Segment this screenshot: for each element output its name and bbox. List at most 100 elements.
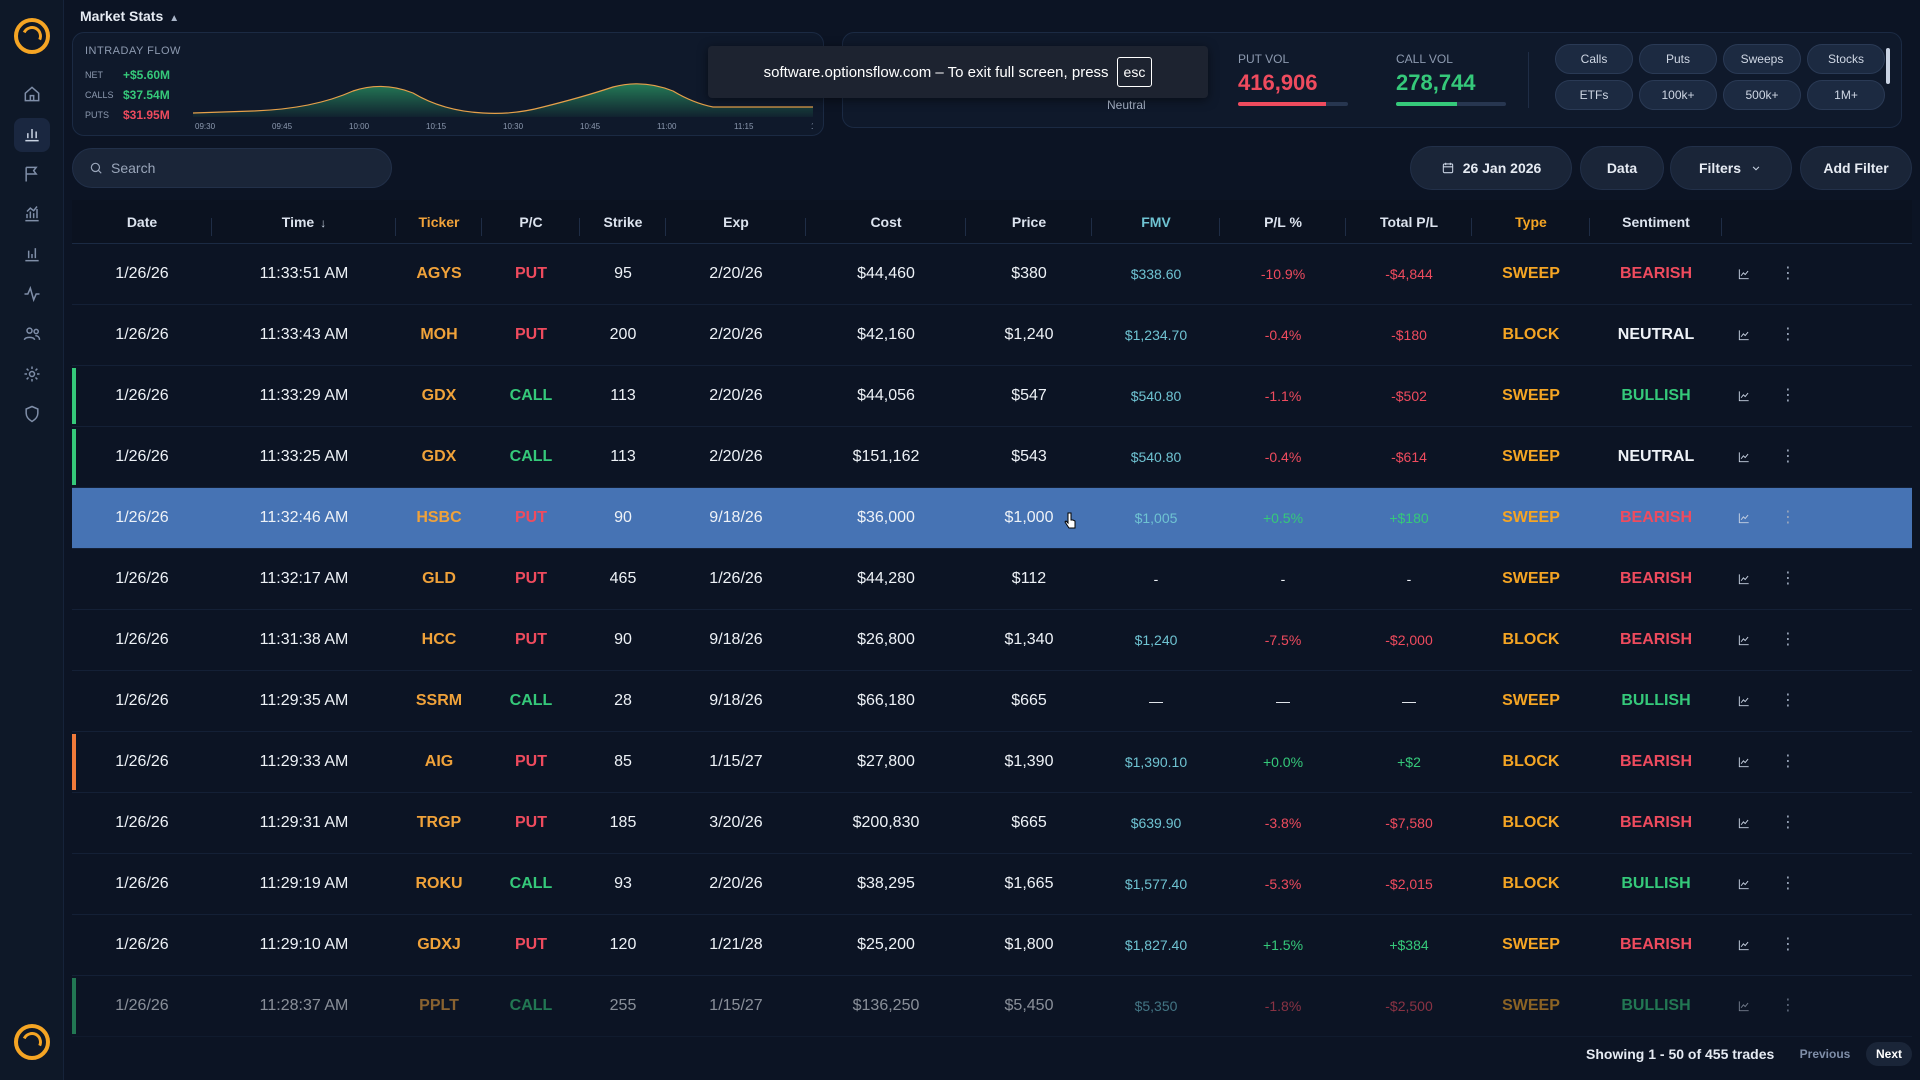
market-stats-toggle[interactable]: Market Stats ▲ [80, 8, 179, 24]
row-chart-button[interactable] [1722, 938, 1766, 952]
date-picker-button[interactable]: 26 Jan 2026 [1410, 146, 1572, 190]
bar-chart-icon[interactable] [20, 242, 44, 266]
sort-desc-icon[interactable]: ↓ [320, 215, 327, 230]
gear-icon[interactable] [20, 362, 44, 386]
call-vol-bar [1396, 102, 1506, 106]
filter-chip-1m[interactable]: 1M+ [1807, 80, 1885, 110]
filter-chip-puts[interactable]: Puts [1639, 44, 1717, 74]
add-filter-button[interactable]: Add Filter [1800, 146, 1912, 190]
column-header-sentiment[interactable]: Sentiment [1590, 214, 1722, 236]
cell-ticker[interactable]: MOH [420, 326, 458, 343]
logo-icon[interactable] [14, 18, 50, 54]
analytics-icon[interactable] [20, 202, 44, 226]
column-header-p-l[interactable]: P/L % [1220, 214, 1346, 236]
cell-sentiment: NEUTRAL [1617, 326, 1695, 343]
filter-chip-stocks[interactable]: Stocks [1807, 44, 1885, 74]
row-more-button[interactable]: ⋮ [1766, 266, 1810, 282]
column-header-ticker[interactable]: Ticker [396, 214, 482, 236]
row-more-button[interactable]: ⋮ [1766, 693, 1810, 709]
row-chart-button[interactable] [1722, 877, 1766, 891]
users-icon[interactable] [20, 322, 44, 346]
cell-ticker[interactable]: GLD [422, 570, 456, 587]
column-header-price[interactable]: Price [966, 214, 1092, 236]
row-chart-button[interactable] [1722, 572, 1766, 586]
cell-ticker[interactable]: SSRM [415, 692, 463, 709]
table-row[interactable]: 1/26/26 11:33:43 AM MOH PUT 200 2/20/26 $42,16… [72, 305, 1912, 366]
column-header-strike[interactable]: Strike [580, 214, 666, 236]
search-input[interactable] [111, 160, 361, 176]
column-header-p-c[interactable]: P/C [482, 214, 580, 236]
cell-ticker[interactable]: GDXJ [417, 936, 461, 953]
filter-chip-sweeps[interactable]: Sweeps [1723, 44, 1801, 74]
row-chart-button[interactable] [1722, 511, 1766, 525]
row-more-button[interactable]: ⋮ [1766, 327, 1810, 343]
column-header-cost[interactable]: Cost [806, 214, 966, 236]
table-row[interactable]: 1/26/26 11:29:19 AM ROKU CALL 93 2/20/26 $38,2… [72, 854, 1912, 915]
row-more-button[interactable]: ⋮ [1766, 571, 1810, 587]
row-more-button[interactable]: ⋮ [1766, 998, 1810, 1014]
row-chart-button[interactable] [1722, 816, 1766, 830]
cell-ticker[interactable]: PPLT [419, 997, 459, 1014]
table-body: 1/26/26 11:33:51 AM AGYS PUT 95 2/20/26 $44,46… [72, 244, 1912, 1037]
row-more-button[interactable]: ⋮ [1766, 510, 1810, 526]
next-page-button[interactable]: Next [1866, 1042, 1912, 1066]
row-chart-button[interactable] [1722, 633, 1766, 647]
column-header-fmv[interactable]: FMV [1092, 214, 1220, 236]
cell-ticker[interactable]: AGYS [416, 265, 462, 282]
cell-ticker[interactable]: GDX [421, 387, 457, 404]
cell-ticker[interactable]: ROKU [415, 875, 463, 892]
row-chart-button[interactable] [1722, 999, 1766, 1013]
logo-bottom-icon[interactable] [14, 1024, 50, 1060]
row-more-button[interactable]: ⋮ [1766, 876, 1810, 892]
search-box[interactable] [72, 148, 392, 188]
table-row[interactable]: 1/26/26 11:29:33 AM AIG PUT 85 1/15/27 $27,800… [72, 732, 1912, 793]
table-row[interactable]: 1/26/26 11:28:37 AM PPLT CALL 255 1/15/27 $136… [72, 976, 1912, 1037]
column-header-time[interactable]: Time ↓ [212, 214, 396, 236]
home-icon[interactable] [20, 82, 44, 106]
column-header-type[interactable]: Type [1472, 214, 1590, 236]
cell-ticker[interactable]: AIG [424, 753, 454, 770]
filter-chip-100k[interactable]: 100k+ [1639, 80, 1717, 110]
column-header-date[interactable]: Date [72, 214, 212, 236]
table-row[interactable]: 1/26/26 11:33:29 AM GDX CALL 113 2/20/26 $44,0… [72, 366, 1912, 427]
row-chart-button[interactable] [1722, 450, 1766, 464]
row-chart-button[interactable] [1722, 694, 1766, 708]
chart-bar-icon[interactable] [20, 122, 44, 146]
row-more-button[interactable]: ⋮ [1766, 754, 1810, 770]
row-chart-button[interactable] [1722, 755, 1766, 769]
table-row[interactable]: 1/26/26 11:32:17 AM GLD PUT 465 1/26/26 $44,28… [72, 549, 1912, 610]
data-button[interactable]: Data [1580, 146, 1664, 190]
cell-ticker[interactable]: HSBC [416, 509, 462, 526]
table-row[interactable]: 1/26/26 11:33:51 AM AGYS PUT 95 2/20/26 $44,46… [72, 244, 1912, 305]
column-header-total-p-l[interactable]: Total P/L [1346, 214, 1472, 236]
row-chart-button[interactable] [1722, 328, 1766, 342]
shield-icon[interactable] [20, 402, 44, 426]
row-more-button[interactable]: ⋮ [1766, 449, 1810, 465]
line-chart-icon [1738, 818, 1749, 829]
row-more-button[interactable]: ⋮ [1766, 632, 1810, 648]
cell-ticker[interactable]: HCC [421, 631, 457, 648]
table-row[interactable]: 1/26/26 11:31:38 AM HCC PUT 90 9/18/26 $26,800… [72, 610, 1912, 671]
filters-dropdown[interactable]: Filters [1670, 146, 1792, 190]
row-more-button[interactable]: ⋮ [1766, 937, 1810, 953]
flag-icon[interactable] [20, 162, 44, 186]
row-more-button[interactable]: ⋮ [1766, 815, 1810, 831]
table-row[interactable]: 1/26/26 11:29:31 AM TRGP PUT 185 3/20/26 $200,… [72, 793, 1912, 854]
filter-chip-etfs[interactable]: ETFs [1555, 80, 1633, 110]
table-row[interactable]: 1/26/26 11:29:10 AM GDXJ PUT 120 1/21/28 $25,2… [72, 915, 1912, 976]
row-chart-button[interactable] [1722, 267, 1766, 281]
filter-chip-calls[interactable]: Calls [1555, 44, 1633, 74]
chips-scrollbar[interactable] [1886, 48, 1890, 84]
filter-chip-500k[interactable]: 500k+ [1723, 80, 1801, 110]
cell-ticker[interactable]: GDX [421, 448, 457, 465]
previous-page-button[interactable]: Previous [1799, 1047, 1851, 1061]
table-row[interactable]: 1/26/26 11:33:25 AM GDX CALL 113 2/20/26 $151,… [72, 427, 1912, 488]
cell-time: 11:29:10 AM [259, 936, 349, 953]
column-header-exp[interactable]: Exp [666, 214, 806, 236]
cell-ticker[interactable]: TRGP [416, 814, 462, 831]
row-chart-button[interactable] [1722, 389, 1766, 403]
pulse-icon[interactable] [20, 282, 44, 306]
table-row[interactable]: 1/26/26 11:32:46 AM HSBC PUT 90 9/18/26 $36,00… [72, 488, 1912, 549]
table-row[interactable]: 1/26/26 11:29:35 AM SSRM CALL 28 9/18/26 $66,1… [72, 671, 1912, 732]
row-more-button[interactable]: ⋮ [1766, 388, 1810, 404]
